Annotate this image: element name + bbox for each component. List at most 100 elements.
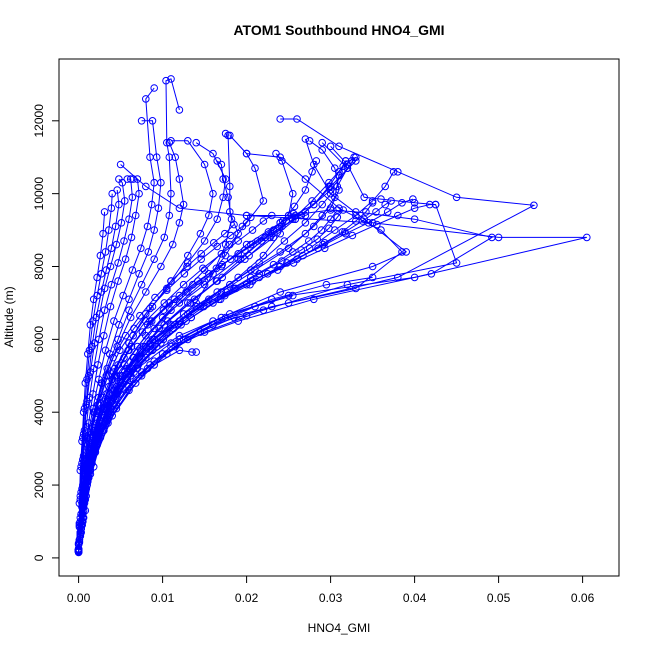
data-point <box>377 195 385 203</box>
data-point <box>150 178 158 187</box>
data-point <box>362 208 370 216</box>
data-point <box>318 138 327 147</box>
data-point <box>230 284 238 293</box>
data-point <box>126 175 135 183</box>
data-point <box>402 248 411 256</box>
data-point <box>308 197 316 205</box>
data-point <box>159 306 168 315</box>
data-point <box>268 295 276 304</box>
data-point <box>184 137 192 145</box>
data-point <box>409 195 417 203</box>
data-point <box>221 129 230 138</box>
data-point <box>219 193 227 202</box>
data-point <box>318 211 327 220</box>
data-point <box>125 295 133 304</box>
data-point <box>110 393 118 402</box>
data-point <box>210 239 218 247</box>
data-point <box>171 153 179 161</box>
data-point <box>151 293 159 302</box>
data-point <box>112 240 121 249</box>
data-point <box>113 186 121 194</box>
data-point <box>135 270 143 278</box>
data-point <box>93 273 101 282</box>
data-point <box>197 250 205 258</box>
data-point <box>348 231 357 240</box>
data-point <box>213 157 221 165</box>
data-point <box>368 197 377 205</box>
data-point <box>333 213 342 222</box>
data-point <box>213 215 221 223</box>
data-point <box>583 233 591 242</box>
data-point <box>170 295 179 304</box>
data-point <box>115 321 123 329</box>
data-point <box>128 193 137 202</box>
data-point <box>147 200 156 209</box>
data-point <box>301 219 310 227</box>
data-point <box>148 302 157 311</box>
data-point <box>221 229 229 238</box>
data-point <box>410 204 419 212</box>
data-point <box>188 348 196 356</box>
data-point <box>96 251 105 260</box>
data-point <box>89 404 97 413</box>
data-point <box>200 160 209 169</box>
data-point <box>318 146 327 154</box>
data-point <box>368 262 377 271</box>
data-point <box>368 273 377 282</box>
data-point <box>218 260 226 269</box>
data-point <box>99 229 107 238</box>
data-point <box>381 200 390 209</box>
data-point <box>106 302 115 311</box>
data-point <box>326 215 335 223</box>
data-point <box>360 193 369 202</box>
data-point <box>452 259 461 267</box>
data-point <box>368 199 377 207</box>
series-line <box>78 178 126 552</box>
data-point <box>74 545 83 554</box>
data-point <box>136 311 144 320</box>
data-point <box>89 408 98 417</box>
data-point <box>308 168 316 176</box>
data-point <box>142 182 150 191</box>
data-point <box>301 186 310 194</box>
data-point <box>112 404 121 413</box>
data-point <box>331 193 339 202</box>
data-point <box>425 200 434 209</box>
data-point <box>289 189 297 198</box>
data-point <box>167 189 175 198</box>
data-point <box>238 222 247 231</box>
series-line <box>78 276 373 550</box>
data-point <box>125 306 133 315</box>
data-point <box>276 229 285 238</box>
data-point <box>98 379 106 387</box>
data-point <box>488 233 496 242</box>
data-point <box>175 299 184 307</box>
data-point <box>226 182 234 191</box>
data-point <box>268 211 276 220</box>
data-point <box>259 197 268 205</box>
data-point <box>137 244 145 253</box>
data-point <box>100 331 108 340</box>
data-point <box>410 273 419 282</box>
data-point <box>205 211 213 220</box>
data-point <box>333 182 342 191</box>
data-point <box>326 142 335 151</box>
data-point <box>100 306 109 315</box>
data-point <box>301 229 310 238</box>
x-tick-label: 0.03 <box>319 591 343 605</box>
data-point <box>162 76 170 85</box>
data-point <box>268 302 276 311</box>
data-point <box>165 211 174 220</box>
data-point <box>205 270 213 278</box>
data-point <box>310 222 318 231</box>
data-point <box>125 215 133 223</box>
data-point <box>142 95 150 103</box>
data-point <box>301 135 310 143</box>
data-point <box>242 311 251 320</box>
data-point <box>115 200 123 209</box>
data-point <box>221 240 230 249</box>
data-point <box>276 115 285 123</box>
data-point <box>101 248 110 256</box>
data-point <box>217 250 226 258</box>
data-point <box>84 441 92 449</box>
